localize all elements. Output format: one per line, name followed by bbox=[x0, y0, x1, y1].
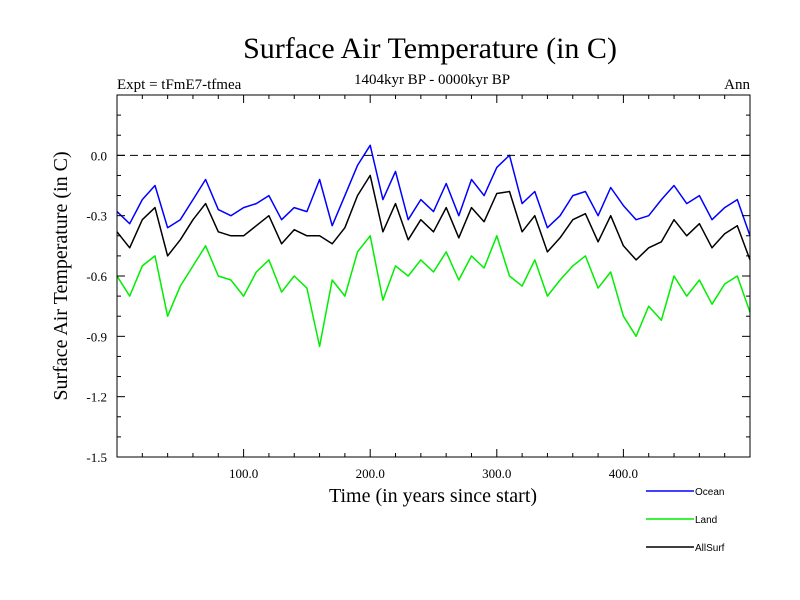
y-axis-ticks: 0.0 -0.3 -0.6 -0.9 -1.2 -1.5 bbox=[86, 115, 750, 465]
series-line-allsurf bbox=[117, 175, 750, 260]
y-tick-label: -0.3 bbox=[86, 209, 107, 224]
y-tick-label: -1.5 bbox=[86, 450, 107, 465]
series-line-land bbox=[117, 236, 750, 347]
x-tick-label: 300.0 bbox=[482, 466, 511, 481]
plot-frame bbox=[117, 95, 750, 457]
legend-label-allsurf: AllSurf bbox=[695, 543, 725, 554]
season-label: Ann bbox=[724, 77, 750, 93]
y-tick-label: -0.6 bbox=[86, 269, 107, 284]
series-line-ocean bbox=[117, 145, 750, 236]
chart: Surface Air Temperature (in C) Expt = tF… bbox=[0, 0, 800, 600]
y-tick-label: 0.0 bbox=[91, 148, 107, 163]
x-axis-ticks: 100.0 200.0 300.0 400.0 bbox=[142, 95, 724, 481]
x-axis-label: Time (in years since start) bbox=[329, 485, 537, 507]
legend-label-land: Land bbox=[695, 515, 717, 526]
x-tick-label: 200.0 bbox=[356, 466, 385, 481]
experiment-label: Expt = tFmE7-tfmea bbox=[117, 77, 242, 93]
series-layer bbox=[117, 145, 750, 346]
x-tick-label: 400.0 bbox=[609, 466, 638, 481]
period-label: 1404kyr BP - 0000kyr BP bbox=[354, 72, 510, 88]
legend: Ocean Land AllSurf bbox=[646, 487, 725, 554]
legend-label-ocean: Ocean bbox=[695, 487, 724, 498]
chart-title: Surface Air Temperature (in C) bbox=[243, 32, 617, 65]
y-tick-label: -0.9 bbox=[86, 329, 107, 344]
y-tick-label: -1.2 bbox=[86, 390, 107, 405]
x-tick-label: 100.0 bbox=[229, 466, 258, 481]
y-axis-label: Surface Air Temperature (in C) bbox=[50, 151, 72, 400]
